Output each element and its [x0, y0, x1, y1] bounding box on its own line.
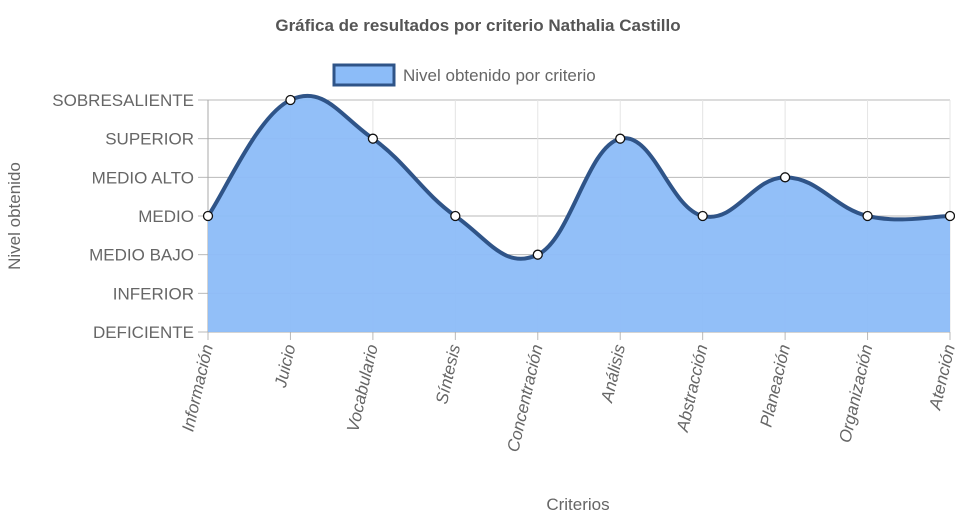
x-tick-label: Síntesis: [432, 342, 464, 406]
data-point[interactable]: [779, 172, 791, 183]
y-tick-label: MEDIO ALTO: [92, 168, 194, 187]
y-tick-label: DEFICIENTE: [93, 323, 194, 342]
y-tick-label: MEDIO: [138, 207, 194, 226]
series-area: [206, 93, 952, 332]
chart-title: Gráfica de resultados por criterio Natha…: [275, 16, 680, 35]
x-tick-label: Juicio: [271, 343, 300, 391]
legend[interactable]: Nivel obtenido por criterio: [332, 63, 596, 87]
y-tick-label: SOBRESALIENTE: [52, 91, 194, 110]
y-axis-tick-labels: DEFICIENTE INFERIOR MEDIO BAJO MEDIO MEDIO A…: [52, 91, 194, 342]
x-tick-label: Planeación: [757, 343, 794, 429]
data-point[interactable]: [697, 210, 708, 222]
legend-swatch: [332, 63, 396, 87]
x-tick-label: Análisis: [597, 342, 629, 405]
data-point[interactable]: [944, 210, 955, 222]
y-axis-title: Nivel obtenido: [5, 162, 24, 270]
legend-label: Nivel obtenido por criterio: [403, 66, 596, 85]
x-axis-tick-labels: Información Juicio Vocabulario Síntesis Conc…: [178, 342, 955, 454]
x-tick-label: Información: [178, 343, 216, 434]
data-point[interactable]: [862, 210, 873, 222]
x-tick-label: Atención: [925, 343, 955, 413]
series-line: [206, 93, 952, 261]
data-point[interactable]: [285, 94, 296, 106]
y-tick-label: SUPERIOR: [105, 130, 194, 149]
x-tick-label: Concentración: [504, 343, 547, 454]
x-tick-label: Organización: [835, 343, 876, 445]
y-tick-label: INFERIOR: [113, 284, 194, 303]
x-tick-label: Vocabulario: [343, 343, 382, 434]
data-point[interactable]: [202, 210, 214, 222]
data-point[interactable]: [450, 210, 461, 222]
data-point[interactable]: [532, 249, 543, 260]
data-point[interactable]: [367, 133, 379, 144]
series-area-fill: [208, 95, 950, 332]
x-axis-title: Criterios: [546, 495, 609, 514]
x-tick-label: Abstracción: [673, 343, 712, 435]
data-point[interactable]: [615, 133, 626, 144]
data-points: [202, 94, 955, 260]
y-tick-label: MEDIO BAJO: [89, 246, 194, 265]
